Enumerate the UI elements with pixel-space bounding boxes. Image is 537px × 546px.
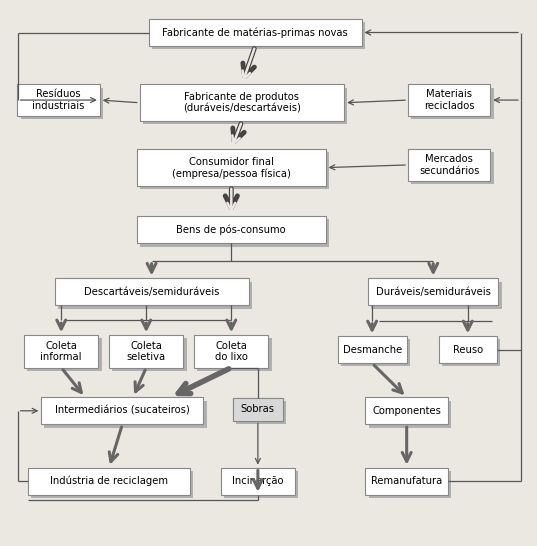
FancyBboxPatch shape xyxy=(143,87,347,124)
FancyBboxPatch shape xyxy=(233,398,283,420)
FancyBboxPatch shape xyxy=(369,471,451,498)
FancyBboxPatch shape xyxy=(17,85,100,116)
FancyBboxPatch shape xyxy=(442,340,500,366)
FancyBboxPatch shape xyxy=(112,339,187,371)
FancyBboxPatch shape xyxy=(140,85,344,121)
FancyBboxPatch shape xyxy=(149,19,361,46)
FancyBboxPatch shape xyxy=(194,335,268,367)
FancyBboxPatch shape xyxy=(224,471,298,498)
FancyBboxPatch shape xyxy=(366,467,448,495)
FancyBboxPatch shape xyxy=(369,401,451,428)
FancyBboxPatch shape xyxy=(58,282,252,308)
FancyBboxPatch shape xyxy=(236,401,286,424)
Text: Sobras: Sobras xyxy=(241,404,275,414)
Text: Coleta
seletiva: Coleta seletiva xyxy=(127,341,166,362)
Text: Incinerção: Incinerção xyxy=(232,476,284,486)
FancyBboxPatch shape xyxy=(24,335,98,367)
FancyBboxPatch shape xyxy=(371,282,502,308)
Text: Desmanche: Desmanche xyxy=(343,345,402,355)
Text: Intermediários (sucateiros): Intermediários (sucateiros) xyxy=(55,406,190,416)
FancyBboxPatch shape xyxy=(341,340,410,366)
FancyBboxPatch shape xyxy=(439,336,497,363)
Text: Reuso: Reuso xyxy=(453,345,483,355)
Text: Coleta
informal: Coleta informal xyxy=(40,341,82,362)
FancyBboxPatch shape xyxy=(140,152,329,189)
FancyBboxPatch shape xyxy=(20,87,103,119)
Text: Bens de pós-consumo: Bens de pós-consumo xyxy=(177,224,286,235)
FancyBboxPatch shape xyxy=(221,467,295,495)
Text: Consumidor final
(empresa/pessoa física): Consumidor final (empresa/pessoa física) xyxy=(172,157,291,179)
FancyBboxPatch shape xyxy=(45,401,207,428)
FancyBboxPatch shape xyxy=(408,85,490,116)
FancyBboxPatch shape xyxy=(28,467,190,495)
Text: Componentes: Componentes xyxy=(372,406,441,416)
Text: Duráveis/semiduráveis: Duráveis/semiduráveis xyxy=(376,287,491,297)
FancyBboxPatch shape xyxy=(109,335,184,367)
FancyBboxPatch shape xyxy=(137,149,325,186)
FancyBboxPatch shape xyxy=(411,152,494,184)
Text: Resíduos
industriais: Resíduos industriais xyxy=(32,89,85,111)
FancyBboxPatch shape xyxy=(197,339,272,371)
Text: Fabricante de matérias-primas novas: Fabricante de matérias-primas novas xyxy=(162,27,348,38)
FancyBboxPatch shape xyxy=(338,336,407,363)
Text: Coleta
do lixo: Coleta do lixo xyxy=(215,341,248,362)
FancyBboxPatch shape xyxy=(411,87,494,119)
Text: Indústria de reciclagem: Indústria de reciclagem xyxy=(50,476,168,486)
Text: Remanufatura: Remanufatura xyxy=(371,476,442,486)
FancyBboxPatch shape xyxy=(41,397,204,424)
FancyBboxPatch shape xyxy=(140,219,329,246)
FancyBboxPatch shape xyxy=(137,216,325,244)
Text: Materiais
reciclados: Materiais reciclados xyxy=(424,89,475,111)
FancyBboxPatch shape xyxy=(368,278,498,305)
FancyBboxPatch shape xyxy=(55,278,249,305)
Text: Mercados
secundários: Mercados secundários xyxy=(419,154,480,176)
FancyBboxPatch shape xyxy=(366,397,448,424)
FancyBboxPatch shape xyxy=(27,339,101,371)
FancyBboxPatch shape xyxy=(152,22,365,49)
FancyBboxPatch shape xyxy=(233,398,283,420)
Text: Fabricante de produtos
(duráveis/descartáveis): Fabricante de produtos (duráveis/descart… xyxy=(183,92,301,114)
FancyBboxPatch shape xyxy=(31,471,193,498)
FancyBboxPatch shape xyxy=(408,149,490,181)
Text: Descartáveis/semiduráveis: Descartáveis/semiduráveis xyxy=(84,287,219,297)
Text: Sobras: Sobras xyxy=(241,404,275,414)
